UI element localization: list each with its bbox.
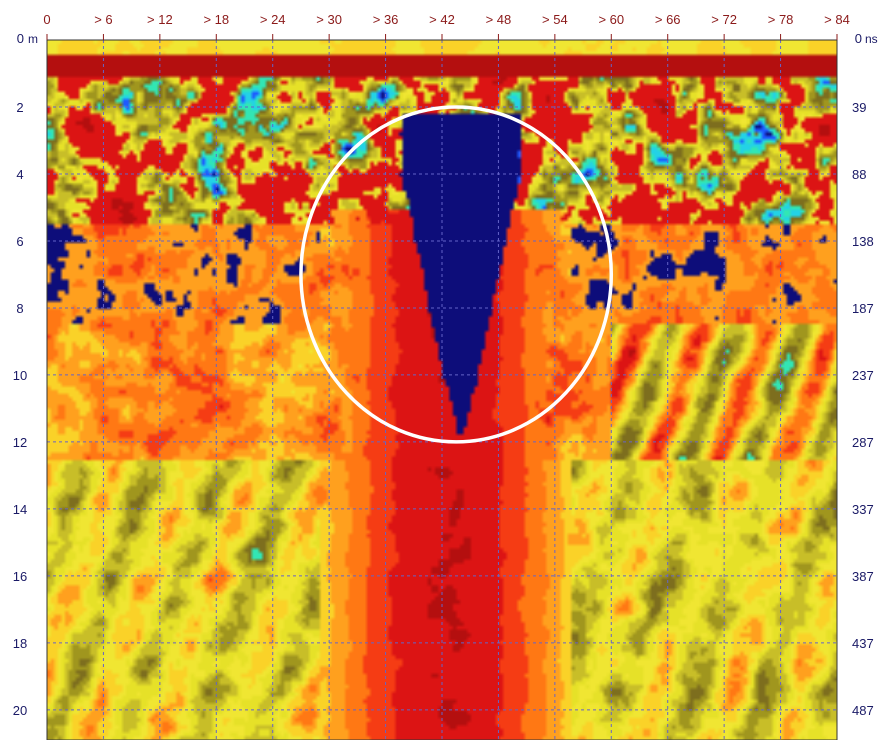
y-tick-label-left: 12 (13, 435, 27, 450)
x-tick-label: > 6 (94, 12, 112, 27)
y-tick-label-right: 287 (852, 435, 874, 450)
x-tick-label: > 30 (316, 12, 342, 27)
highlight-circle (299, 105, 614, 444)
x-tick-label: > 60 (598, 12, 624, 27)
y-tick-label-left: 8 (16, 301, 23, 316)
y-tick-label-left: 20 (13, 703, 27, 718)
x-tick-label: > 42 (429, 12, 455, 27)
y-tick-label-left: 4 (16, 167, 23, 182)
y-tick-label-right: 387 (852, 569, 874, 584)
x-tick-label: > 84 (824, 12, 850, 27)
y-tick-label-right: 437 (852, 636, 874, 651)
axis-right: 0 39 88 138 187 237 287 337 387 437 487 (852, 31, 874, 718)
y-tick-label-right: 187 (852, 301, 874, 316)
axis-top: 0 > 6 > 12 > 18 > 24 > 30 > 36 > 42 > 48 > 54 > 60… (43, 12, 850, 40)
x-tick-label: > 36 (373, 12, 399, 27)
y-tick-label-left: 6 (16, 234, 23, 249)
y-tick-label-left: 16 (13, 569, 27, 584)
x-tick-label: > 48 (486, 12, 512, 27)
plot-area (47, 40, 837, 740)
x-tick-label: > 54 (542, 12, 568, 27)
y-tick-label-left: 10 (13, 368, 27, 383)
y-tick-label-right: 237 (852, 368, 874, 383)
x-tick-label: > 12 (147, 12, 173, 27)
x-tick-label: 0 (43, 12, 50, 27)
y-tick-label-left: 14 (13, 502, 27, 517)
y-tick-label-left: 2 (16, 100, 23, 115)
y-tick-label-left: 0 (17, 31, 24, 46)
x-tick-label: > 66 (655, 12, 681, 27)
y-tick-label-right: 337 (852, 502, 874, 517)
x-tick-label: > 18 (203, 12, 229, 27)
y-tick-label-right: 487 (852, 703, 874, 718)
y-tick-label-right: 88 (852, 167, 866, 182)
x-tick-label: > 24 (260, 12, 286, 27)
y-tick-label-right: 39 (852, 100, 866, 115)
right-axis-unit: ns (865, 32, 878, 46)
left-axis-unit: m (28, 32, 38, 46)
grid-lines (47, 40, 837, 740)
axis-left: 0 2 4 6 8 10 12 14 16 18 20 (13, 31, 27, 718)
x-tick-label: > 78 (768, 12, 794, 27)
y-tick-label-right: 138 (852, 234, 874, 249)
y-tick-label-left: 18 (13, 636, 27, 651)
x-tick-label: > 72 (711, 12, 737, 27)
y-tick-label-right: 0 (855, 31, 862, 46)
